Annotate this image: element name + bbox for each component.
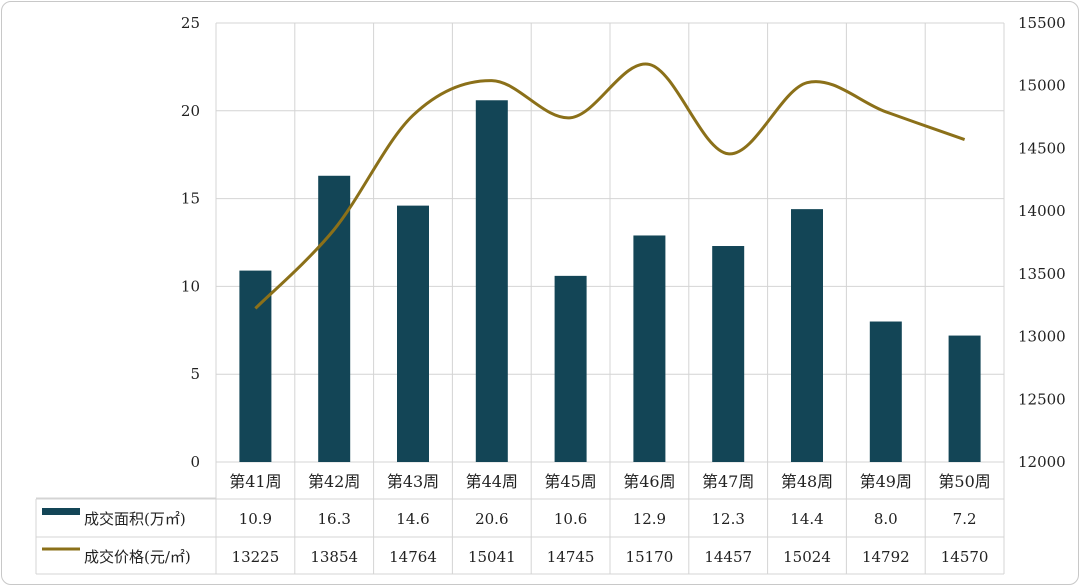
bar-第42周 bbox=[318, 175, 351, 462]
x-category-label: 第45周 bbox=[544, 472, 596, 491]
y-right-tick-label: 14500 bbox=[1018, 139, 1066, 157]
price-value-cell: 15170 bbox=[626, 548, 674, 566]
price-value-cell: 13225 bbox=[232, 548, 280, 566]
price-value-cell: 14764 bbox=[389, 548, 437, 566]
x-category-label: 第41周 bbox=[229, 472, 281, 491]
bar-第49周 bbox=[869, 321, 902, 462]
bar-第44周 bbox=[475, 100, 508, 462]
area-value-cell: 14.6 bbox=[396, 510, 429, 528]
data-table: 第41周 第42周 第43周 第44周 第45周 第46周 第47周 第48周 第49周 第50周… bbox=[42, 472, 991, 566]
y-left-tick-label: 25 bbox=[181, 14, 200, 32]
price-line bbox=[254, 62, 966, 310]
area-value-cell: 20.6 bbox=[475, 510, 508, 528]
area-value-cell: 12.3 bbox=[711, 510, 744, 528]
x-category-label: 第50周 bbox=[938, 472, 990, 491]
area-value-cell: 16.3 bbox=[317, 510, 350, 528]
price-value-cell: 14457 bbox=[704, 548, 752, 566]
legend-label-area: 成交面积(万㎡) bbox=[84, 510, 186, 528]
area-value-cell: 7.2 bbox=[953, 510, 977, 528]
y-left-tick-label: 5 bbox=[190, 365, 200, 383]
bar-第45周 bbox=[554, 275, 587, 462]
bar-第43周 bbox=[397, 205, 429, 462]
bar-第46周 bbox=[633, 235, 666, 462]
line-series-price bbox=[254, 62, 966, 310]
y-right-tick-label: 13500 bbox=[1018, 265, 1066, 283]
area-value-cell: 14.4 bbox=[790, 510, 823, 528]
bar-第50周 bbox=[948, 335, 981, 462]
price-value-cell: 13854 bbox=[310, 548, 358, 566]
area-value-cell: 10.6 bbox=[554, 510, 587, 528]
area-value-cell: 10.9 bbox=[239, 510, 272, 528]
y-right-tick-label: 15000 bbox=[1018, 77, 1066, 95]
y-left-tick-label: 10 bbox=[181, 277, 200, 295]
price-value-cell: 14570 bbox=[941, 548, 989, 566]
x-category-label: 第46周 bbox=[623, 472, 675, 491]
price-value-cell: 15041 bbox=[468, 548, 516, 566]
price-value-cell: 15024 bbox=[783, 548, 831, 566]
y-left-tick-label: 20 bbox=[181, 102, 200, 120]
y-right-tick-label: 12500 bbox=[1018, 390, 1066, 408]
y-axis-right: 12000 12500 13000 13500 14000 14500 15000 15500 bbox=[1018, 14, 1066, 471]
y-left-tick-label: 15 bbox=[181, 190, 200, 208]
x-category-label: 第47周 bbox=[702, 472, 754, 491]
y-right-tick-label: 12000 bbox=[1018, 453, 1066, 471]
area-value-cell: 8.0 bbox=[874, 510, 898, 528]
x-category-label: 第49周 bbox=[860, 472, 912, 491]
bar-series-area bbox=[239, 100, 981, 462]
y-right-tick-label: 13000 bbox=[1018, 328, 1066, 346]
x-category-label: 第43周 bbox=[387, 472, 439, 491]
y-left-tick-label: 0 bbox=[190, 453, 200, 471]
x-category-label: 第42周 bbox=[308, 472, 360, 491]
price-value-cell: 14745 bbox=[547, 548, 595, 566]
y-axis-left: 0 5 10 15 20 25 bbox=[181, 14, 200, 471]
legend-label-price: 成交价格(元/㎡) bbox=[84, 548, 191, 566]
area-value-cell: 12.9 bbox=[633, 510, 666, 528]
bar-第47周 bbox=[712, 246, 745, 462]
x-category-label: 第48周 bbox=[781, 472, 833, 491]
x-category-label: 第44周 bbox=[466, 472, 518, 491]
y-right-tick-label: 14000 bbox=[1018, 202, 1066, 220]
legend-swatch-area bbox=[42, 508, 80, 515]
bar-第48周 bbox=[791, 209, 823, 462]
price-value-cell: 14792 bbox=[862, 548, 910, 566]
bar-第41周 bbox=[239, 270, 272, 462]
y-right-tick-label: 15500 bbox=[1018, 14, 1066, 32]
